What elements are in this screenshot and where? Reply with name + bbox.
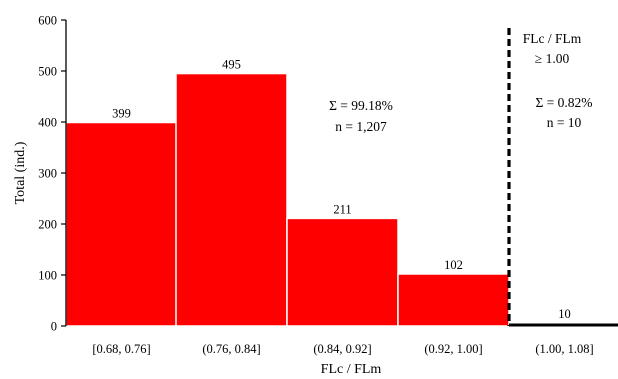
x-category-label: (0.92, 1.00] <box>424 342 482 356</box>
bar-value-label: 399 <box>112 107 131 121</box>
x-category-label: [0.68, 0.76] <box>92 342 150 356</box>
histogram-bar <box>286 217 399 327</box>
x-category-label: (1.00, 1.08] <box>535 342 593 356</box>
y-tick-label: 0 <box>51 320 57 334</box>
bar-value-label: 102 <box>444 258 463 272</box>
y-axis-title: Total (ind.) <box>13 141 28 204</box>
right-n-annotation: n = 10 <box>547 115 582 130</box>
x-category-label: (0.76, 0.84] <box>202 342 260 356</box>
left-sum-annotation: Σ = 99.18% <box>329 98 393 113</box>
bar-value-label: 495 <box>222 58 241 72</box>
right-sum-annotation: Σ = 0.82% <box>535 95 592 110</box>
right-heading-ratio: FLc / FLm <box>523 31 582 46</box>
category-labels-group: [0.68, 0.76] (0.76, 0.84] (0.84, 0.92] (0.9… <box>92 342 593 356</box>
y-ticks-group: 0 100 200 300 400 500 600 <box>38 14 66 334</box>
histogram-bar <box>397 273 510 327</box>
y-tick-label: 500 <box>38 65 57 79</box>
y-tick-label: 200 <box>38 218 57 232</box>
x-axis-title: FLc / FLm <box>321 362 382 377</box>
y-tick-label: 300 <box>38 167 57 181</box>
histogram-bar <box>175 72 288 327</box>
bar-value-label: 10 <box>558 307 571 321</box>
left-n-annotation: n = 1,207 <box>335 119 387 134</box>
x-category-label: (0.84, 0.92] <box>313 342 371 356</box>
bars-group <box>65 72 618 327</box>
y-tick-label: 100 <box>38 269 57 283</box>
bar-value-label: 211 <box>333 202 351 216</box>
y-tick-label: 400 <box>38 116 57 130</box>
histogram-bar <box>65 121 178 327</box>
value-labels-group: 399 495 211 102 10 <box>112 58 571 321</box>
right-heading-threshold: ≥ 1.00 <box>535 51 570 66</box>
y-tick-label: 600 <box>38 14 57 28</box>
histogram-bar <box>509 323 618 327</box>
